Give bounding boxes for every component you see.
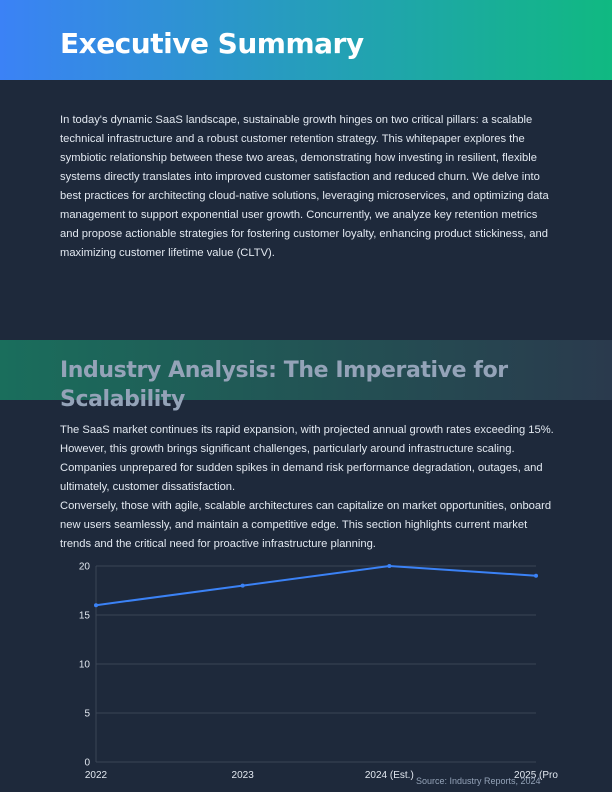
section-banner: [0, 340, 612, 400]
section-title: Industry Analysis: The Imperative for Sc…: [60, 358, 508, 412]
section-paragraph-2: Conversely, those with agile, scalable a…: [60, 500, 552, 550]
x-tick-label: 2022: [85, 770, 108, 781]
summary-paragraph: In today's dynamic SaaS landscape, susta…: [60, 114, 549, 259]
y-tick-label: 20: [79, 562, 91, 573]
x-tick-label: 2025 (Pro: [514, 770, 558, 781]
page-title: Executive Summary: [60, 27, 364, 60]
data-point: [387, 564, 392, 568]
series-line: [95, 564, 537, 607]
x-tick-label: 2023: [232, 770, 255, 781]
data-point: [240, 583, 245, 588]
y-tick-label: 0: [84, 758, 90, 769]
data-point: [94, 603, 98, 608]
y-tick-label: 10: [79, 660, 91, 671]
y-tick-label: 15: [79, 611, 91, 622]
chart-source: Source: Industry Reports, 2024: [416, 776, 541, 786]
data-point: [534, 573, 538, 578]
x-tick-label: 2024 (Est.): [365, 770, 414, 781]
y-tick-label: 5: [84, 709, 90, 720]
header-banner: Executive Summary: [0, 0, 612, 80]
section-paragraph-1: The SaaS market continues its rapid expa…: [60, 424, 554, 493]
